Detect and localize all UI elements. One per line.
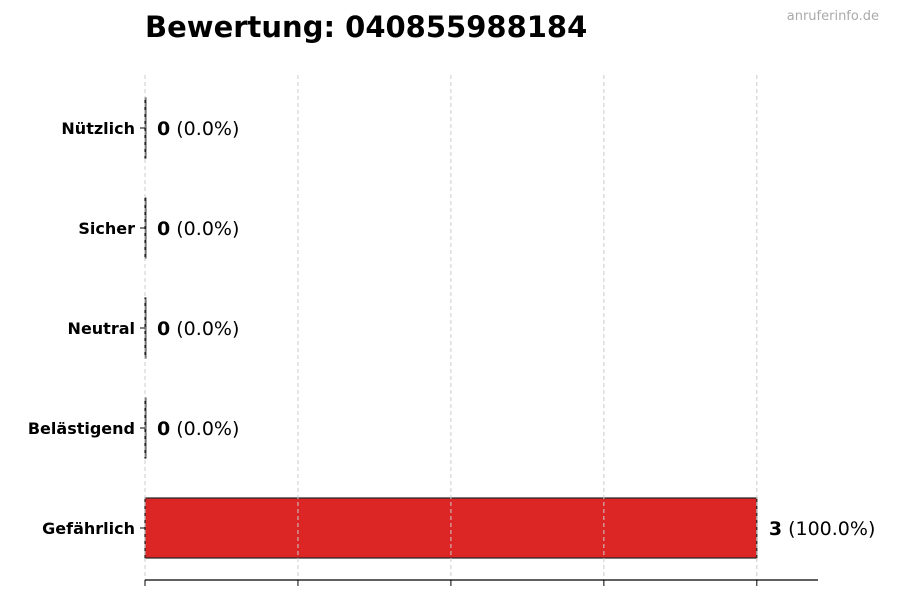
bar-4 <box>144 497 758 559</box>
value-label: 3 (100.0%) <box>769 518 876 540</box>
category-label: Sicher <box>78 219 135 238</box>
bar-1 <box>144 197 147 259</box>
value-label: 0 (0.0%) <box>157 218 239 240</box>
category-label: Gefährlich <box>42 519 135 538</box>
value-count: 0 <box>157 418 170 440</box>
value-label: 0 (0.0%) <box>157 118 239 140</box>
value-count: 0 <box>157 318 170 340</box>
category-label: Nützlich <box>61 119 135 138</box>
category-label: Belästigend <box>28 419 135 438</box>
value-percent: (100.0%) <box>782 518 875 540</box>
value-percent: (0.0%) <box>170 218 239 240</box>
value-percent: (0.0%) <box>170 118 239 140</box>
chart-title: Bewertung: 040855988184 <box>145 10 588 44</box>
value-percent: (0.0%) <box>170 418 239 440</box>
value-percent: (0.0%) <box>170 318 239 340</box>
watermark: anruferinfo.de <box>786 9 879 24</box>
value-label: 0 (0.0%) <box>157 418 239 440</box>
category-label: Neutral <box>68 319 135 338</box>
value-count: 0 <box>157 118 170 140</box>
value-count: 3 <box>769 518 782 540</box>
value-count: 0 <box>157 218 170 240</box>
value-label: 0 (0.0%) <box>157 318 239 340</box>
